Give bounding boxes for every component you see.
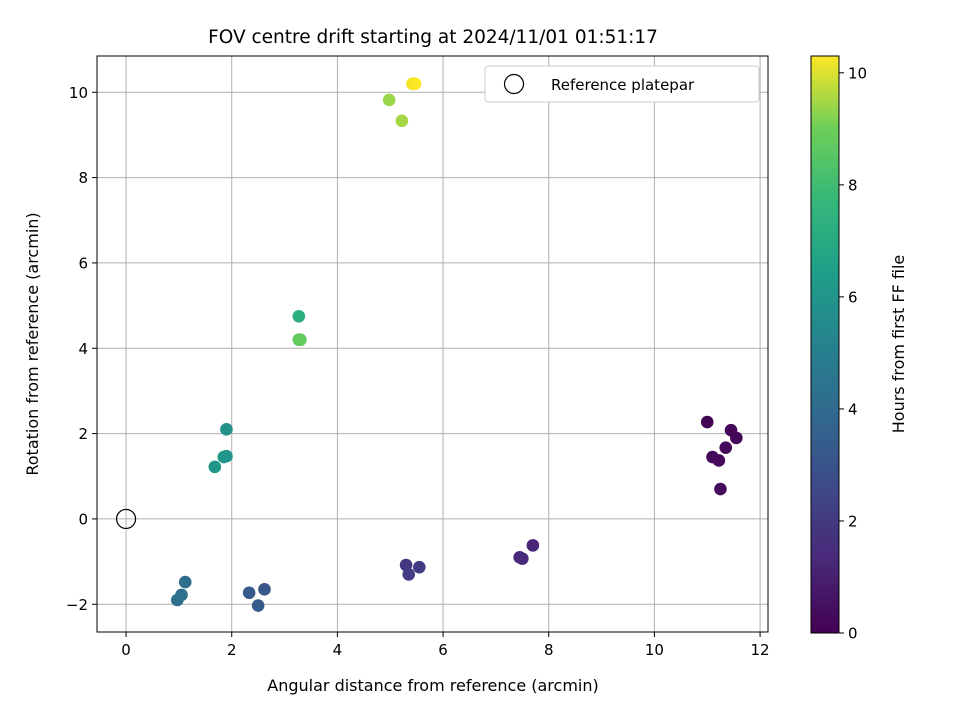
y-tick-label: 8 (78, 169, 88, 187)
data-point (220, 423, 233, 436)
x-axis: 0 2 4 6 8 10 12 (121, 632, 770, 659)
grid (97, 56, 768, 632)
x-tick-label: 10 (645, 641, 664, 659)
data-point (516, 552, 529, 565)
data-point (251, 599, 265, 612)
y-axis: −2 0 2 4 6 8 10 (66, 84, 97, 614)
data-point (208, 460, 222, 474)
y-tick-label: 10 (69, 84, 88, 102)
data-point (714, 482, 727, 496)
x-axis-label: Angular distance from reference (arcmin) (267, 676, 598, 695)
x-tick-label: 2 (227, 641, 237, 659)
data-point (402, 568, 416, 581)
colorbar-tick-label: 0 (848, 625, 858, 643)
y-tick-label: 6 (78, 254, 88, 272)
colorbar-tick-label: 4 (848, 400, 858, 418)
plot-area (96, 55, 769, 633)
y-tick-label: −2 (66, 596, 88, 614)
data-point (412, 560, 426, 574)
legend-label: Reference platepar (551, 76, 695, 94)
data-point (217, 450, 231, 464)
colorbar-tick-label: 6 (848, 288, 858, 306)
colorbar-label: Hours from first FF file (889, 255, 908, 434)
colorbar-tick-label: 8 (848, 176, 858, 194)
colorbar: 0 2 4 6 8 10 Hours from first FF file (810, 55, 908, 643)
colorbar-tick-label: 10 (848, 64, 867, 82)
data-point (729, 431, 743, 445)
legend-box (484, 65, 760, 103)
x-tick-label: 6 (438, 641, 448, 659)
data-point (719, 441, 733, 454)
data-point (292, 309, 306, 323)
data-point (382, 93, 396, 107)
x-tick-label: 0 (121, 641, 131, 659)
data-point (395, 114, 409, 128)
y-axis-label: Rotation from reference (arcmin) (23, 212, 42, 475)
data-point (171, 593, 184, 607)
legend-marker (503, 73, 525, 95)
data-point (408, 77, 422, 91)
data-point (258, 583, 271, 596)
data-point (242, 586, 256, 600)
x-tick-label: 8 (544, 641, 554, 659)
data-point (526, 539, 540, 552)
data-points (115, 77, 743, 612)
chart-title: FOV centre drift starting at 2024/11/01 … (208, 27, 658, 48)
colorbar-ticks: 0 2 4 6 8 10 (839, 64, 867, 643)
data-point (712, 454, 726, 467)
colorbar-tick-label: 2 (848, 512, 858, 530)
data-point (178, 575, 192, 589)
x-tick-label: 12 (751, 641, 770, 659)
colorbar-gradient (810, 55, 840, 634)
y-tick-label: 4 (78, 340, 88, 358)
data-point (294, 333, 307, 347)
legend: Reference platepar (484, 65, 760, 103)
y-tick-label: 0 (78, 510, 88, 528)
y-tick-label: 2 (78, 425, 88, 443)
data-point (700, 415, 714, 429)
x-tick-label: 4 (333, 641, 343, 659)
reference-platepar-marker (115, 508, 137, 530)
